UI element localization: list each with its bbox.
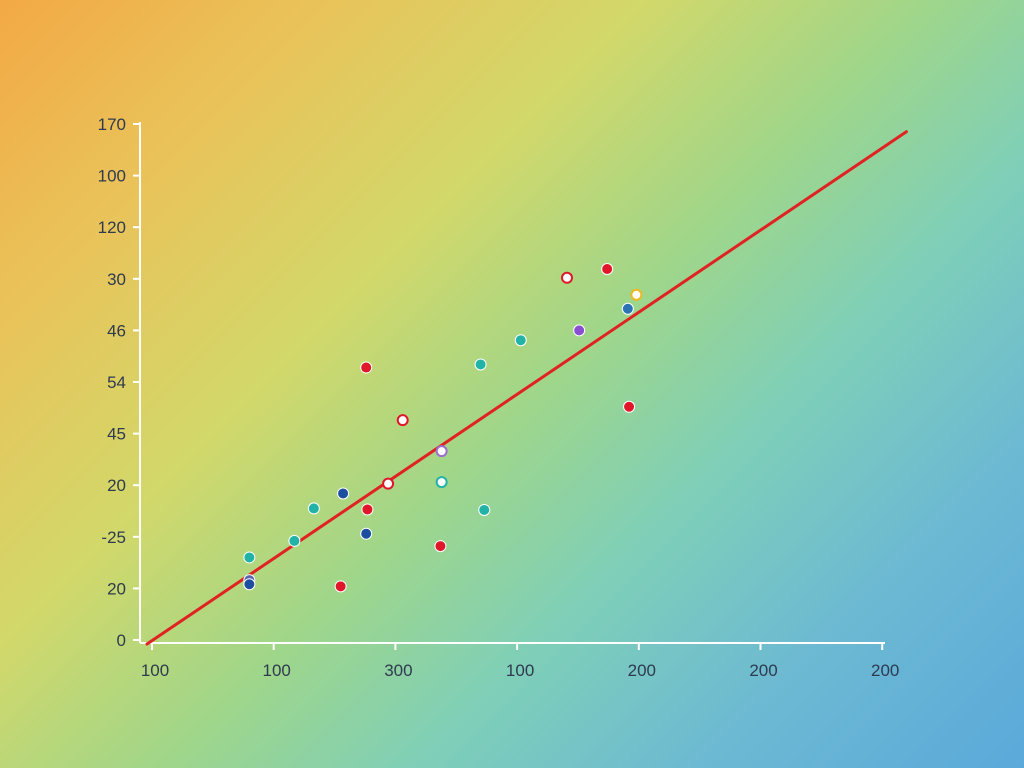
data-point [434, 540, 447, 553]
y-tick-label: 20 [107, 579, 126, 598]
y-tick-label: -25 [101, 528, 126, 547]
data-point [361, 503, 374, 516]
data-point [560, 271, 573, 284]
points-group [243, 262, 643, 593]
y-tick-label: 30 [107, 270, 126, 289]
y-tick-label: 20 [107, 476, 126, 495]
data-point [243, 578, 256, 591]
data-point [307, 502, 320, 515]
data-point [474, 358, 487, 371]
data-point [435, 476, 448, 489]
data-point [337, 487, 350, 500]
x-tick-label: 100 [263, 661, 291, 680]
y-tick-label: 45 [107, 425, 126, 444]
data-point [360, 361, 373, 374]
x-tick-label: 100 [506, 661, 534, 680]
axes [139, 122, 885, 644]
data-point [601, 262, 614, 275]
data-point [621, 302, 634, 315]
data-point [334, 580, 347, 593]
y-tick-label: 54 [107, 373, 126, 392]
x-tick-label: 100 [141, 661, 169, 680]
x-tick-label: 300 [384, 661, 412, 680]
data-point [630, 288, 643, 301]
data-point [396, 414, 409, 427]
y-tick-label: 170 [98, 115, 126, 134]
trendline-group [145, 130, 908, 646]
y-tick-label: 46 [107, 321, 126, 340]
trendline [145, 130, 908, 646]
y-tick-label: 100 [98, 167, 126, 186]
y-tick-group: 0 20 -25 20 45 54 46 30 120 100 170 [98, 115, 140, 650]
x-tick-label: 200 [871, 661, 899, 680]
data-point [478, 503, 491, 516]
data-point [623, 400, 636, 413]
data-point [288, 534, 301, 547]
data-point [243, 551, 256, 564]
x-tick-label: 200 [749, 661, 777, 680]
data-point [435, 445, 448, 458]
data-point [360, 527, 373, 540]
data-point [514, 334, 527, 347]
x-tick-label: 200 [628, 661, 656, 680]
y-tick-label: 0 [117, 631, 126, 650]
y-tick-label: 120 [98, 218, 126, 237]
data-point [382, 477, 395, 490]
x-tick-group: 100 100 300 100 200 200 200 [141, 643, 899, 680]
data-point [573, 324, 586, 337]
